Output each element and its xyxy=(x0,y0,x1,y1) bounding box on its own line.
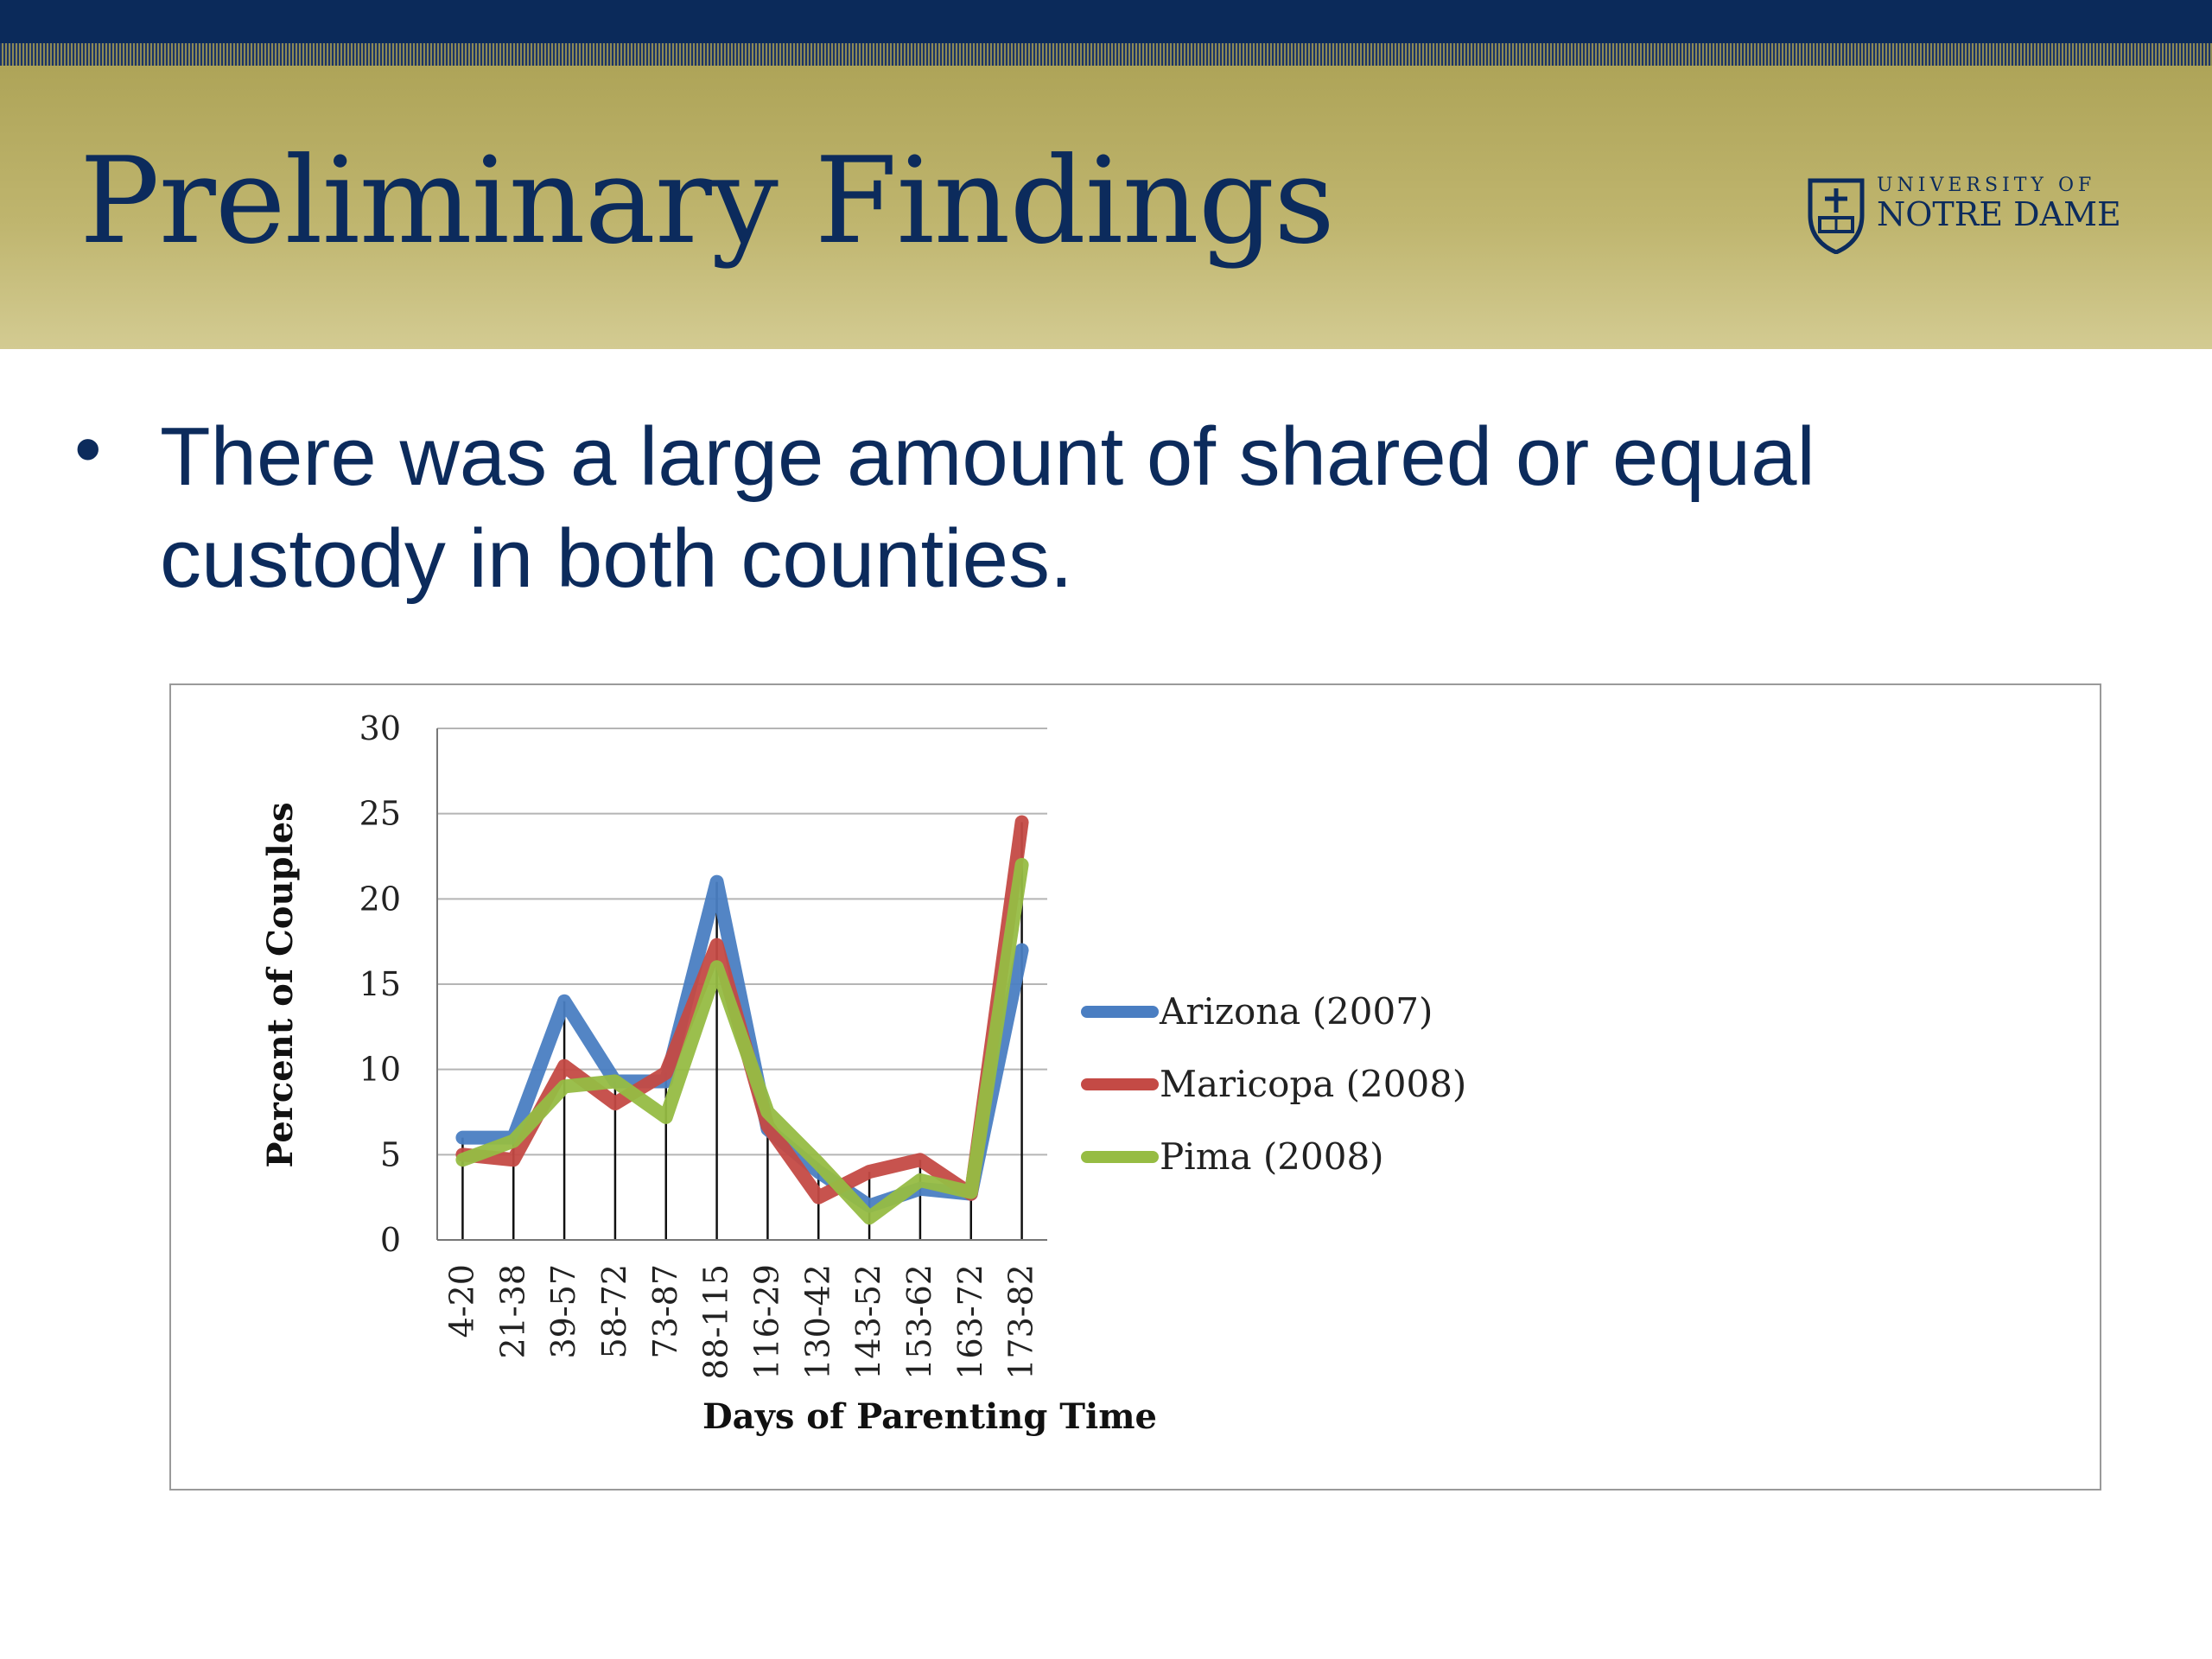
header-stripe xyxy=(0,43,2212,66)
logo-line-2: NOTRE DAME xyxy=(1877,195,2121,233)
x-tick-label: 116-29 xyxy=(747,1264,785,1380)
y-tick-label: 25 xyxy=(359,795,401,833)
x-tick-label: 4-20 xyxy=(442,1264,480,1338)
x-tick-label: 153-62 xyxy=(900,1264,938,1380)
y-tick-label: 0 xyxy=(380,1221,401,1259)
top-bar xyxy=(0,0,2212,43)
title-banner xyxy=(0,66,2212,349)
x-tick-label: 163-72 xyxy=(951,1264,989,1380)
y-tick-label: 30 xyxy=(359,709,401,747)
tick-labels: 0 5 10 15 20 25 30 4-20 21-38 39-57 58-72 73-87 88-1… xyxy=(359,709,1040,1380)
line-chart: 0 5 10 15 20 25 30 4-20 21-38 39-57 58-72 73-87 88-1… xyxy=(260,709,1466,1437)
y-axis-title: Percent of Couples xyxy=(260,802,301,1167)
university-logo: UNIVERSITY OF NOTRE DAME xyxy=(1806,175,2134,261)
x-tick-label: 39-57 xyxy=(544,1264,582,1359)
bullet-marker: • xyxy=(74,406,102,493)
legend-label: Arizona (2007) xyxy=(1159,990,1433,1033)
y-tick-label: 20 xyxy=(359,880,401,918)
x-axis-title: Days of Parenting Time xyxy=(702,1396,1157,1437)
x-tick-label: 73-87 xyxy=(646,1264,684,1359)
bullet-text: There was a large amount of shared or eq… xyxy=(160,410,1815,605)
y-tick-label: 5 xyxy=(380,1135,401,1173)
x-tick-label: 21-38 xyxy=(493,1264,531,1359)
logo-line-1: UNIVERSITY OF xyxy=(1877,175,2096,196)
x-tick-label: 173-82 xyxy=(1002,1264,1040,1380)
series-line xyxy=(455,874,1029,1213)
x-tick-label: 58-72 xyxy=(595,1264,633,1359)
legend: Arizona (2007) Maricopa (2008) Pima (2008) xyxy=(1081,990,1466,1178)
series-line xyxy=(455,857,1029,1225)
shield-icon xyxy=(1808,178,1865,254)
slide-title: Preliminary Findings xyxy=(79,131,1335,270)
y-tick-label: 10 xyxy=(359,1051,401,1089)
legend-label: Maricopa (2008) xyxy=(1160,1063,1466,1105)
x-tick-label: 130-42 xyxy=(798,1264,836,1380)
series-lines xyxy=(455,815,1029,1225)
x-tick-label: 88-115 xyxy=(697,1264,735,1380)
y-tick-label: 15 xyxy=(359,965,401,1003)
x-tick-label: 143-52 xyxy=(849,1264,887,1380)
legend-label: Pima (2008) xyxy=(1160,1135,1384,1178)
axes xyxy=(436,728,1047,1241)
